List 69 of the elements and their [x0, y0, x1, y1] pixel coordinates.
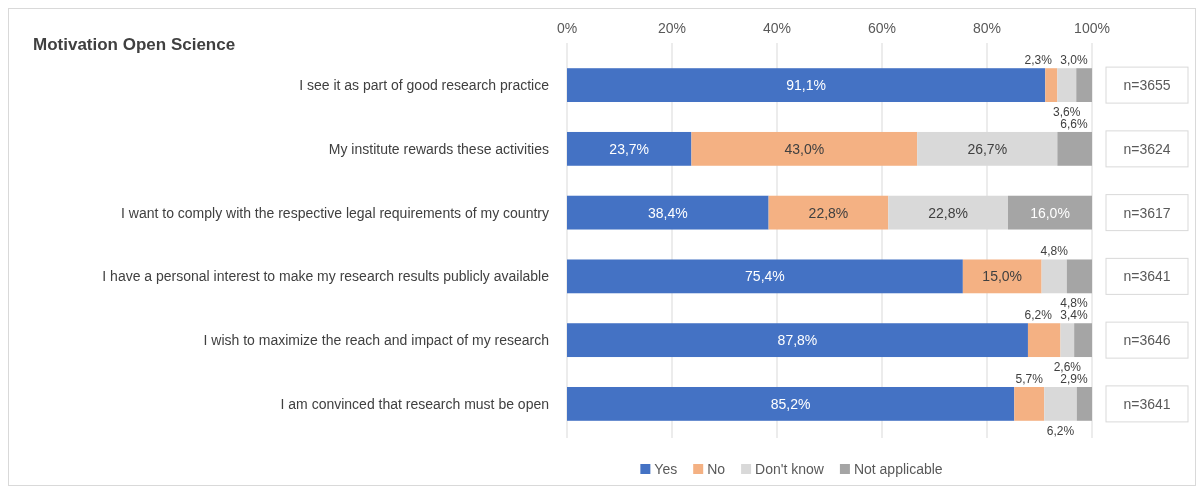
bar — [1066, 259, 1092, 294]
data-label: 16,0% — [1030, 204, 1070, 221]
bar — [1027, 323, 1061, 358]
data-label: 43,0% — [784, 140, 825, 157]
x-tick-label: 80% — [972, 20, 1002, 36]
x-tick-label: 40% — [762, 20, 792, 36]
data-label: 2,6% — [1053, 360, 1082, 375]
y-tick-label: I see it as part of good research practice — [299, 77, 550, 94]
data-label: 3,4% — [1060, 308, 1089, 323]
bar — [1057, 131, 1092, 166]
bar — [768, 195, 889, 230]
y-tick-label: I have a personal interest to make my research results publicly available — [102, 268, 550, 285]
text: Motivation Open Science — [33, 35, 236, 54]
data-label: 22,8% — [928, 204, 968, 221]
text: n=3641 — [1123, 395, 1171, 412]
data-label: 3,0% — [1060, 53, 1089, 68]
y-tick-label: My institute rewards these activities — [328, 140, 549, 157]
data-label: 91,1% — [786, 77, 826, 94]
data-label: 2,3% — [1024, 53, 1053, 68]
data-label: 38,4% — [647, 204, 688, 221]
bar — [567, 323, 1028, 358]
data-label: 75,4% — [745, 268, 785, 285]
data-label: 6,6% — [1060, 116, 1089, 131]
text: n=3617 — [1123, 204, 1171, 221]
y-tick-label: I want to comply with the respective legal requirements of my country — [121, 204, 549, 221]
legend-label: No — [707, 461, 726, 477]
bar — [567, 195, 769, 230]
x-tick-label: 0% — [556, 20, 578, 36]
data-label: 4,8% — [1040, 244, 1069, 259]
bar — [567, 131, 692, 166]
data-label: 26,7% — [967, 140, 1008, 157]
legend-label: Yes — [654, 461, 678, 477]
text: n=3641 — [1123, 268, 1171, 285]
bar — [691, 131, 918, 166]
bar — [1044, 387, 1077, 421]
x-tick-label: 60% — [867, 20, 897, 36]
data-label: 87,8% — [777, 332, 818, 349]
legend-label: Not applicable — [853, 461, 943, 477]
bar — [1076, 387, 1092, 421]
y-tick-label: I am convinced that research must be open — [280, 395, 549, 412]
legend-label: Don't know — [755, 461, 825, 477]
data-label: 4,8% — [1060, 296, 1089, 311]
x-tick-label: 100% — [1074, 20, 1110, 36]
bar — [1074, 323, 1092, 358]
text: n=3655 — [1123, 77, 1171, 94]
text: n=3624 — [1123, 140, 1171, 157]
x-tick-label: 20% — [657, 20, 687, 36]
data-label: 3,6% — [1053, 105, 1081, 119]
data-label: 22,8% — [808, 204, 849, 221]
bar — [1076, 68, 1092, 103]
bar — [567, 68, 1046, 103]
data-label: 2,9% — [1060, 372, 1089, 386]
text: n=3646 — [1123, 332, 1171, 349]
y-tick-label: I wish to maximize the reach and impact of my research — [203, 332, 549, 349]
bar — [567, 259, 963, 294]
bar — [1060, 323, 1075, 358]
data-label: 23,7% — [609, 140, 650, 157]
bar — [1041, 259, 1067, 294]
bar — [962, 259, 1042, 294]
data-label: 85,2% — [770, 395, 811, 412]
bar — [1008, 195, 1092, 230]
data-label: 6,2% — [1046, 423, 1075, 438]
data-label: 15,0% — [982, 268, 1023, 285]
bar — [1045, 68, 1058, 103]
data-label: 6,2% — [1024, 308, 1053, 323]
bar — [567, 387, 1015, 421]
bar — [1057, 68, 1077, 103]
bar — [1014, 387, 1045, 421]
data-label: 5,7% — [1015, 372, 1044, 386]
